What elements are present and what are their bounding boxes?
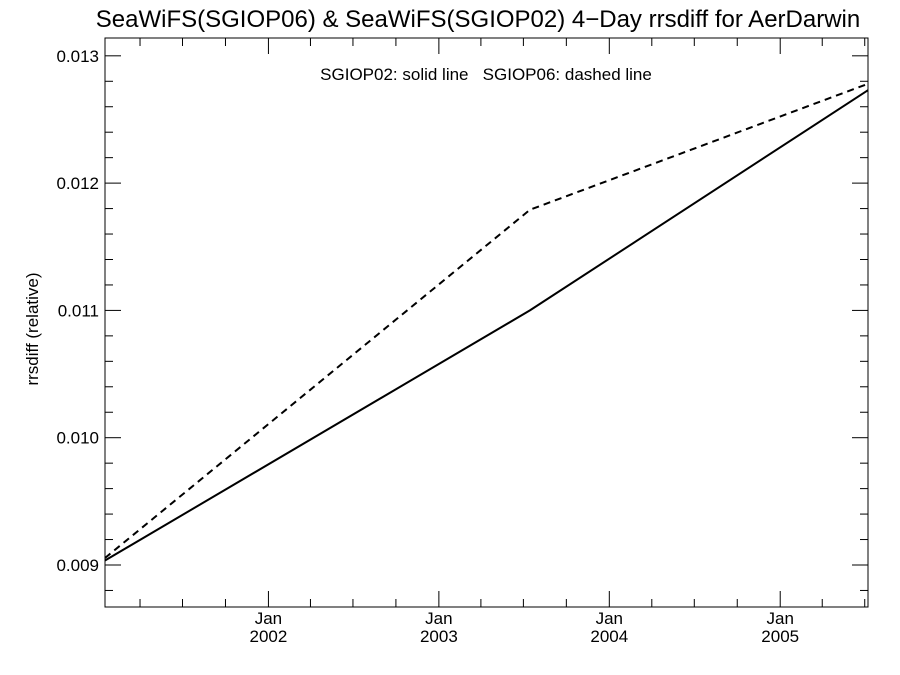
plot-frame (104, 37, 869, 608)
x-tick-label-month: Jan (255, 609, 282, 628)
x-tick-label-year: 2002 (250, 627, 288, 646)
y-tick-label: 0.011 (58, 301, 99, 320)
y-tick-label: 0.009 (56, 556, 99, 575)
x-tick-label-year: 2004 (590, 627, 628, 646)
y-tick-label: 0.012 (56, 174, 99, 193)
x-tick-label-month: Jan (767, 609, 794, 628)
y-axis-label: rrsdiff (relative) (23, 272, 42, 385)
legend-annotation: SGIOP02: solid line SGIOP06: dashed line (320, 65, 652, 84)
series-line-sgiop02 (104, 89, 869, 562)
x-tick-label-month: Jan (425, 609, 452, 628)
x-tick-label-year: 2005 (761, 627, 799, 646)
x-tick-label-year: 2003 (420, 627, 458, 646)
chart-title: SeaWiFS(SGIOP06) & SeaWiFS(SGIOP02) 4−Da… (96, 6, 860, 33)
series-line-sgiop06 (104, 82, 869, 559)
axis-tick-labels: 0.0090.0100.0110.0120.013Jan2002Jan2003J… (56, 47, 799, 646)
x-tick-label-month: Jan (596, 609, 623, 628)
data-series (104, 82, 869, 562)
y-tick-label: 0.010 (56, 429, 99, 448)
y-tick-label: 0.013 (56, 47, 99, 66)
axis-ticks (105, 38, 868, 607)
